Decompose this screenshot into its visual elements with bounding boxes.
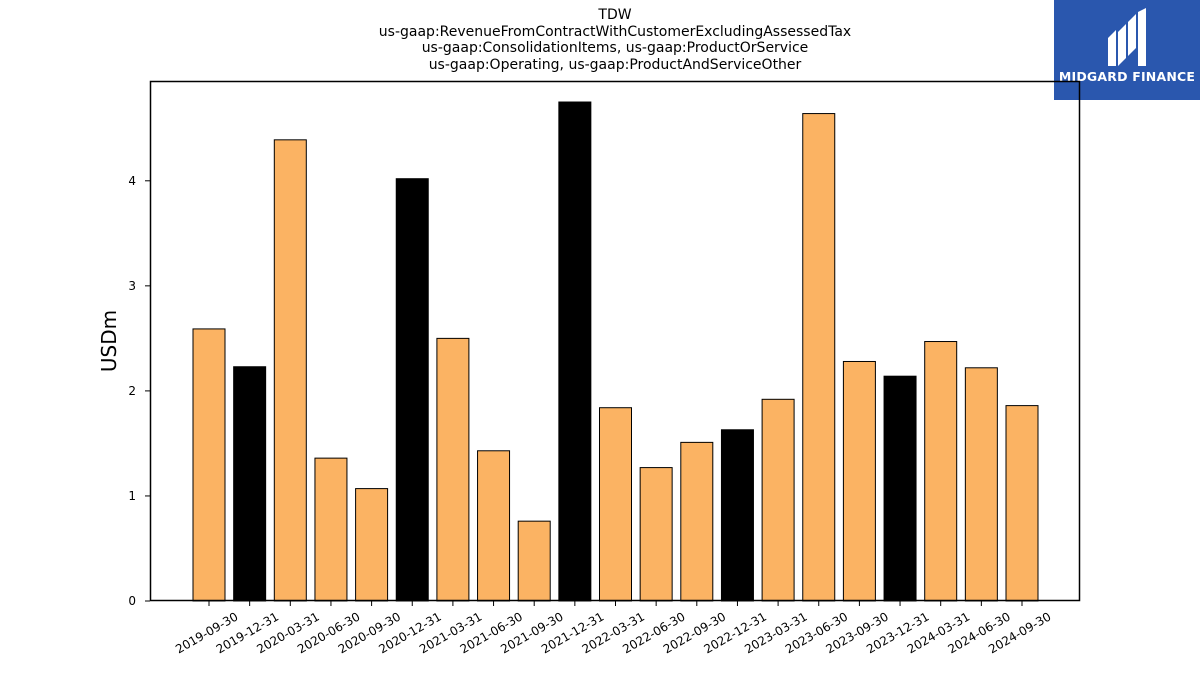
bar-2019-09-30	[192, 328, 226, 602]
chart-title-line-3: us-gaap:ConsolidationItems, us-gaap:Prod…	[421, 40, 809, 56]
bar-2020-12-31	[395, 178, 429, 602]
bar-2024-03-31	[924, 341, 958, 602]
bar-2023-06-30	[802, 113, 836, 602]
x-axis: 2019-09-302019-12-312020-03-312020-06-30…	[173, 601, 1054, 656]
bar-2021-03-31	[436, 337, 470, 602]
bar-2022-09-30	[680, 441, 714, 602]
bar-2021-09-30	[517, 520, 551, 602]
chart-title-line-1: TDW	[598, 7, 632, 23]
logo-text: MIDGARD FINANCE	[1058, 69, 1196, 84]
midgard-logo-icon	[1108, 8, 1146, 66]
bar-2024-09-30	[1005, 405, 1039, 602]
bar-2022-06-30	[639, 467, 673, 602]
y-tick-label: 2	[128, 384, 136, 398]
bar-2021-06-30	[477, 450, 511, 602]
y-axis-label: USDm	[97, 310, 121, 372]
bar-2023-12-31	[883, 375, 917, 602]
bar-2021-12-31	[558, 101, 592, 602]
bar-2019-12-31	[233, 366, 267, 602]
y-tick-label: 1	[128, 489, 136, 503]
plot-frame	[149, 80, 1081, 602]
chart-title-line-4: us-gaap:Operating, us-gaap:ProductAndSer…	[428, 56, 802, 73]
bar-2020-09-30	[355, 488, 389, 602]
midgard-finance-logo: MIDGARD FINANCE	[1054, 0, 1200, 100]
bar-2022-12-31	[720, 429, 754, 602]
bar-group	[192, 101, 1039, 602]
chart-title: TDW us-gaap:RevenueFromContractWithCusto…	[150, 7, 1080, 73]
y-tick-label: 0	[128, 594, 136, 608]
bar-2020-03-31	[273, 139, 307, 602]
bar-2020-06-30	[314, 457, 348, 602]
y-tick-label: 4	[128, 174, 136, 188]
y-axis: 0 1 2 3 4	[128, 174, 150, 608]
bar-2023-09-30	[842, 360, 876, 602]
bar-2023-03-31	[761, 398, 795, 602]
bar-2024-06-30	[964, 367, 998, 602]
y-tick-label: 3	[128, 279, 136, 293]
chart-title-line-2: us-gaap:RevenueFromContractWithCustomerE…	[378, 23, 852, 40]
bar-2022-03-31	[599, 407, 632, 602]
